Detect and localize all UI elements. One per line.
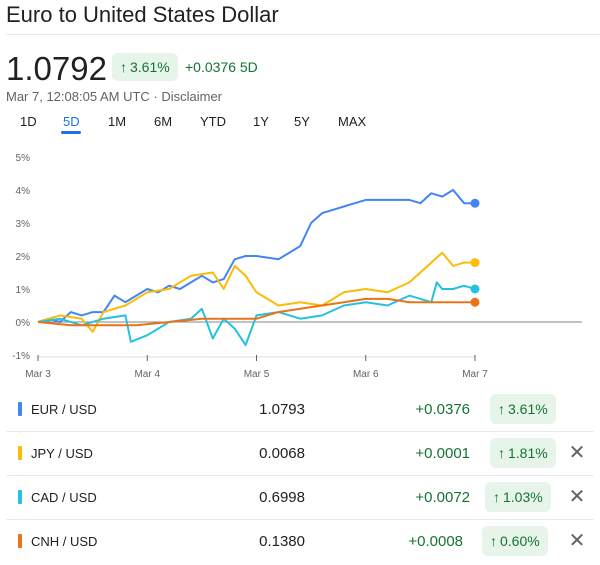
pair-change-abs: +0.0376 [415, 401, 470, 418]
comparison-line-chart[interactable]: 5% 4% 3% 2% 1% 0% -1% Mar 3 Mar 4 Mar 5 Mar 6 Mar 7 [0, 145, 600, 380]
change-absolute: +0.0376 5D [185, 59, 258, 75]
pair-change-pct-value: 1.81% [508, 445, 548, 461]
x-tick-label: Mar 5 [244, 369, 270, 380]
timestamp-separator: · [149, 89, 162, 104]
timestamp: Mar 7, 12:08:05 AM UTC [6, 89, 150, 104]
comparison-row-eur-usd[interactable]: EUR / USD 1.0793 +0.0376 ↑ 3.61% [0, 388, 600, 432]
arrow-up-icon: ↑ [498, 401, 505, 417]
pair-name: EUR / USD [31, 402, 97, 417]
tab-1m[interactable]: 1M [108, 114, 127, 129]
pair-name: CAD / USD [31, 490, 97, 505]
pair-name: CNH / USD [31, 534, 98, 549]
y-tick-label: 0% [16, 318, 31, 329]
close-icon[interactable]: ✕ [568, 530, 586, 552]
title-divider [6, 34, 600, 35]
page-title: Euro to United States Dollar [6, 2, 279, 27]
arrow-up-icon: ↑ [493, 489, 500, 505]
pair-change-abs: +0.0008 [408, 533, 463, 550]
x-tick-label: Mar 7 [462, 369, 488, 380]
series-color-swatch [18, 446, 22, 460]
pair-change-pct-value: 1.03% [503, 489, 543, 505]
close-icon[interactable]: ✕ [568, 486, 586, 508]
arrow-up-icon: ↑ [120, 59, 127, 75]
series-end-point [470, 198, 480, 208]
x-tick-label: Mar 4 [134, 369, 160, 380]
pair-change-pct: ↑ 1.81% [490, 438, 556, 468]
tab-5y[interactable]: 5Y [294, 114, 310, 129]
comparison-row-cnh-usd[interactable]: CNH / USD 0.1380 +0.0008 ↑ 0.60% ✕ [0, 520, 600, 564]
pair-rate: 0.1380 [259, 533, 305, 550]
y-tick-label: 1% [16, 285, 31, 296]
pair-rate: 0.6998 [259, 489, 305, 506]
pair-rate: 1.0793 [259, 401, 305, 418]
series-end-point [470, 258, 480, 268]
series-color-swatch [18, 534, 22, 548]
x-tick-label: Mar 3 [25, 369, 51, 380]
series-color-swatch [18, 402, 22, 416]
pair-name: JPY / USD [31, 446, 93, 461]
selected-range-indicator [61, 131, 81, 134]
timestamp-line: Mar 7, 12:08:05 AM UTC · Disclaimer [6, 89, 222, 104]
tab-6m[interactable]: 6M [154, 114, 173, 129]
row-divider [6, 519, 594, 520]
pair-change-abs: +0.0001 [415, 445, 470, 462]
pair-change-pct: ↑ 3.61% [490, 394, 556, 424]
tab-1d[interactable]: 1D [20, 114, 37, 129]
disclaimer-link[interactable]: Disclaimer [161, 89, 223, 104]
series-end-point [470, 284, 480, 294]
y-tick-label: 4% [16, 186, 31, 197]
pair-change-pct-value: 3.61% [508, 401, 548, 417]
pair-rate: 0.0068 [259, 445, 305, 462]
row-divider [6, 475, 594, 476]
x-tick-label: Mar 6 [353, 369, 379, 380]
tab-1y[interactable]: 1Y [253, 114, 269, 129]
series-line-cnh-usd [37, 297, 475, 327]
series-line-cad-usd [37, 281, 476, 347]
series-end-point [470, 297, 480, 307]
pair-change-pct: ↑ 0.60% [482, 526, 548, 556]
change-percent-badge: ↑ 3.61% [112, 53, 178, 81]
y-tick-label: 5% [16, 153, 31, 164]
tab-5d[interactable]: 5D [63, 114, 80, 129]
series-line-jpy-usd [37, 251, 475, 333]
pair-change-pct: ↑ 1.03% [485, 482, 551, 512]
pair-change-pct-value: 0.60% [500, 533, 540, 549]
comparison-row-cad-usd[interactable]: CAD / USD 0.6998 +0.0072 ↑ 1.03% ✕ [0, 476, 600, 520]
pair-change-abs: +0.0072 [415, 489, 470, 506]
close-icon[interactable]: ✕ [568, 442, 586, 464]
current-price: 1.0792 [6, 50, 107, 87]
change-percent-value: 3.61% [130, 59, 170, 75]
row-divider [6, 431, 594, 432]
y-tick-label: 2% [16, 252, 31, 263]
y-tick-label: 3% [16, 219, 31, 230]
arrow-up-icon: ↑ [490, 533, 497, 549]
arrow-up-icon: ↑ [498, 445, 505, 461]
y-tick-label: -1% [12, 351, 30, 362]
series-color-swatch [18, 490, 22, 504]
tab-ytd[interactable]: YTD [200, 114, 226, 129]
comparison-row-jpy-usd[interactable]: JPY / USD 0.0068 +0.0001 ↑ 1.81% ✕ [0, 432, 600, 476]
tab-max[interactable]: MAX [338, 114, 367, 129]
